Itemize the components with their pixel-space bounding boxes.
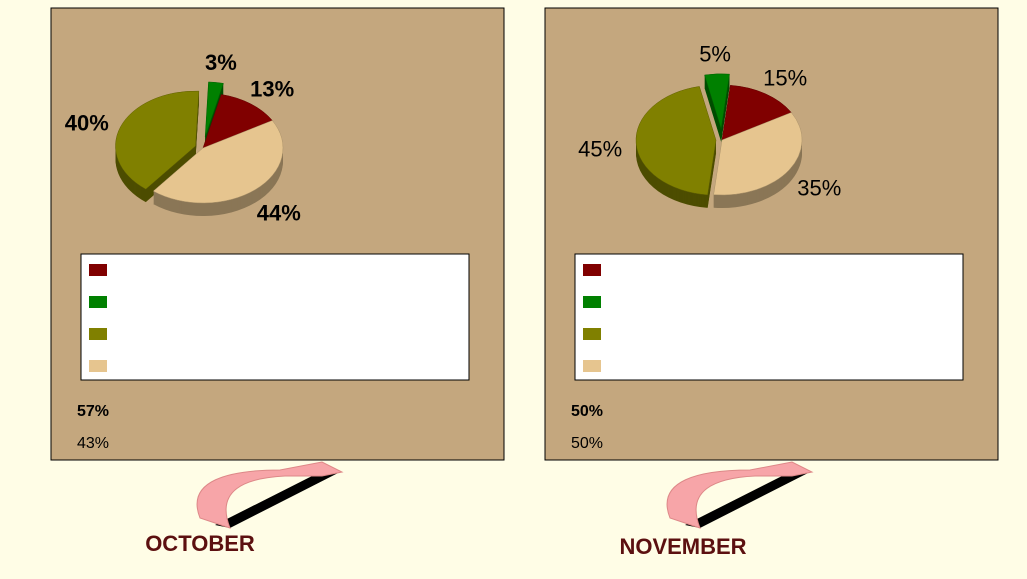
slice xyxy=(204,81,224,137)
legend-swatch xyxy=(583,296,601,308)
month-title: NOVEMBER xyxy=(619,534,746,559)
data-label: 44% xyxy=(257,201,301,226)
slice xyxy=(713,112,803,196)
legend-swatch xyxy=(89,328,107,340)
pie xyxy=(635,73,803,208)
legend-swatch xyxy=(89,296,107,308)
data-label: 13% xyxy=(250,76,294,101)
slice xyxy=(115,90,200,190)
data-label: 3% xyxy=(205,50,237,75)
data-label: 40% xyxy=(65,111,109,136)
slice xyxy=(721,85,792,141)
legend-swatch xyxy=(583,360,601,372)
arrow-november xyxy=(666,461,814,529)
month-title: OCTOBER xyxy=(145,531,255,556)
panel xyxy=(50,7,505,461)
summary-value: 57% xyxy=(77,403,109,420)
slice xyxy=(152,120,284,204)
legend xyxy=(80,253,470,381)
data-label: 45% xyxy=(578,137,622,162)
data-label: 5% xyxy=(699,41,731,66)
slice xyxy=(704,73,730,129)
summary-value: 50% xyxy=(571,403,603,420)
legend xyxy=(574,253,964,381)
arrow-october xyxy=(196,461,344,529)
summary-value: 50% xyxy=(571,435,603,452)
slice xyxy=(202,94,273,149)
legend-swatch xyxy=(583,264,601,276)
legend-swatch xyxy=(89,264,107,276)
summary-value: 43% xyxy=(77,435,109,452)
slice xyxy=(635,86,717,196)
data-label: 35% xyxy=(797,176,841,201)
pie xyxy=(115,81,284,216)
legend-swatch xyxy=(89,360,107,372)
panel xyxy=(544,7,999,461)
data-label: 15% xyxy=(763,65,807,90)
legend-swatch xyxy=(583,328,601,340)
